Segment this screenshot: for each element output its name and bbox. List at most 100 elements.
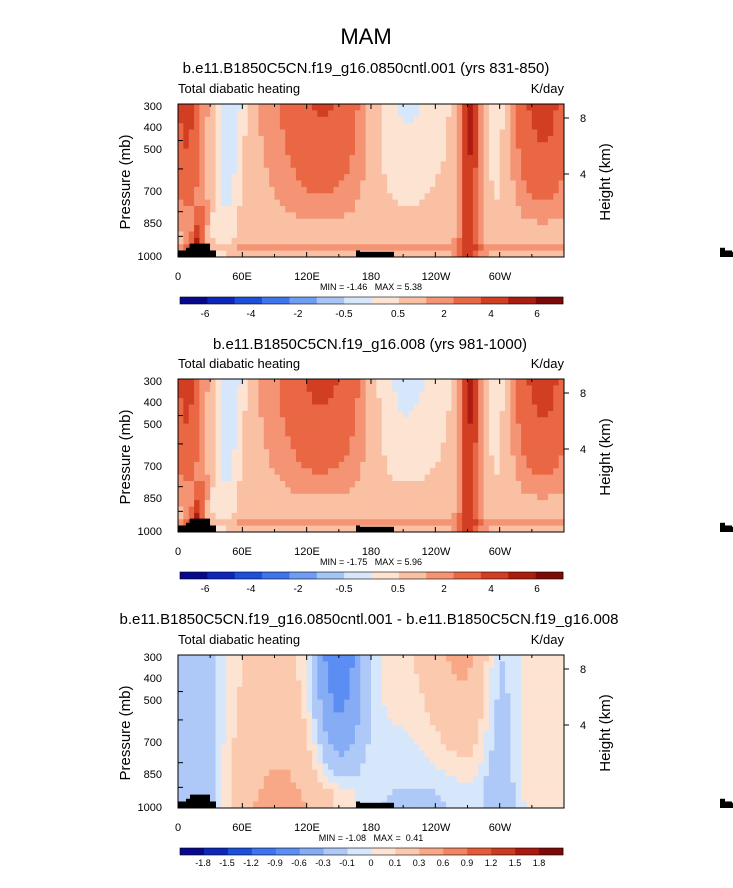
- contour-cell: [446, 731, 452, 739]
- contour-cell: [478, 250, 484, 258]
- contour-cell: [242, 237, 249, 245]
- contour-cell: [413, 686, 420, 694]
- contour-cell: [392, 655, 399, 662]
- contour-cell: [247, 161, 254, 169]
- contour-cell: [419, 129, 426, 137]
- contour-cell: [397, 737, 404, 745]
- contour-cell: [553, 436, 560, 444]
- colorbar-labels: -6 -4 -2 -0.5 0.5 2 4 6: [201, 309, 541, 320]
- contour-cell: [424, 525, 431, 533]
- contour-cell: [279, 199, 286, 207]
- contour-cell: [424, 468, 431, 476]
- contour-cell: [301, 212, 308, 220]
- contour-cell: [387, 661, 393, 669]
- contour-cell: [521, 398, 527, 405]
- contour-cell: [199, 385, 206, 393]
- contour-cell: [258, 193, 265, 201]
- contour-cell: [301, 788, 308, 796]
- contour-cell: [387, 519, 393, 527]
- contour-cell: [269, 506, 275, 514]
- contour-cell: [397, 193, 404, 201]
- contour-cell: [515, 110, 522, 118]
- contour-cell: [263, 167, 270, 175]
- contour-cell: [553, 186, 560, 194]
- contour-cell: [344, 525, 350, 533]
- contour-cell: [231, 744, 238, 752]
- contour-cell: [494, 237, 501, 245]
- contour-cell: [526, 180, 533, 188]
- contour-cell: [371, 404, 377, 412]
- contour-cell: [231, 161, 238, 169]
- contour-cell: [553, 212, 560, 220]
- contour-cell: [488, 519, 495, 527]
- contour-cell: [338, 519, 345, 527]
- contour-cell: [301, 449, 308, 456]
- contour-cell: [456, 699, 463, 707]
- contour-cell: [472, 493, 479, 501]
- contour-cell: [515, 237, 522, 245]
- contour-cell: [472, 225, 479, 232]
- contour-cell: [328, 782, 334, 790]
- contour-cell: [285, 193, 291, 201]
- contour-cell: [467, 417, 474, 425]
- contour-cell: [215, 699, 222, 707]
- contour-cell: [531, 174, 538, 181]
- contour-cell: [204, 776, 211, 783]
- contour-cell: [451, 161, 458, 169]
- contour-cell: [344, 795, 350, 803]
- contour-cell: [531, 231, 538, 239]
- contour-cell: [226, 699, 233, 707]
- contour-cell: [344, 218, 350, 226]
- contour-cell: [183, 674, 190, 681]
- contour-cell: [376, 148, 383, 156]
- contour-cell: [488, 461, 495, 469]
- contour-cell: [403, 142, 409, 150]
- contour-cell: [547, 167, 554, 175]
- contour-cell: [269, 487, 275, 495]
- contour-cell: [408, 218, 415, 226]
- contour-cell: [258, 436, 265, 444]
- contour-cell: [547, 116, 554, 124]
- x-tick-label: 60E: [232, 546, 252, 558]
- contour-cell: [403, 212, 409, 220]
- contour-cell: [338, 718, 345, 726]
- contour-cell: [312, 757, 318, 764]
- contour-cell: [183, 391, 190, 399]
- contour-cell: [435, 725, 442, 732]
- contour-cell: [505, 512, 511, 520]
- contour-cell: [547, 110, 554, 118]
- contour-cell: [365, 180, 372, 188]
- contour-cell: [365, 116, 372, 124]
- contour-cell: [483, 487, 490, 495]
- contour-cell: [360, 725, 367, 732]
- contour-cell: [360, 391, 367, 399]
- contour-cell: [183, 455, 190, 463]
- contour-cell: [236, 410, 243, 418]
- contour-cell: [344, 206, 350, 213]
- contour-cell: [558, 174, 565, 181]
- contour-cell: [553, 142, 560, 150]
- contour-cell: [194, 199, 200, 207]
- contour-cell: [295, 206, 302, 213]
- contour-cell: [188, 116, 195, 124]
- contour-cell: [247, 110, 254, 118]
- contour-cell: [365, 788, 372, 796]
- contour-cell: [446, 769, 452, 777]
- contour-cell: [365, 129, 372, 137]
- contour-cell: [403, 519, 409, 527]
- contour-cell: [188, 769, 195, 777]
- contour-cell: [220, 674, 227, 681]
- contour-cell: [419, 725, 426, 732]
- contour-cell: [446, 481, 452, 488]
- contour-cell: [387, 180, 393, 188]
- contour-cell: [397, 250, 404, 258]
- colorbar-label: 0: [368, 858, 373, 868]
- contour-cell: [397, 519, 404, 527]
- contour-cell: [258, 135, 265, 143]
- contour-cell: [226, 712, 233, 720]
- contour-cell: [333, 487, 340, 495]
- contour-cell: [312, 385, 318, 393]
- contour-cell: [397, 731, 404, 739]
- contour-cell: [274, 212, 281, 220]
- contour-cell: [440, 686, 447, 694]
